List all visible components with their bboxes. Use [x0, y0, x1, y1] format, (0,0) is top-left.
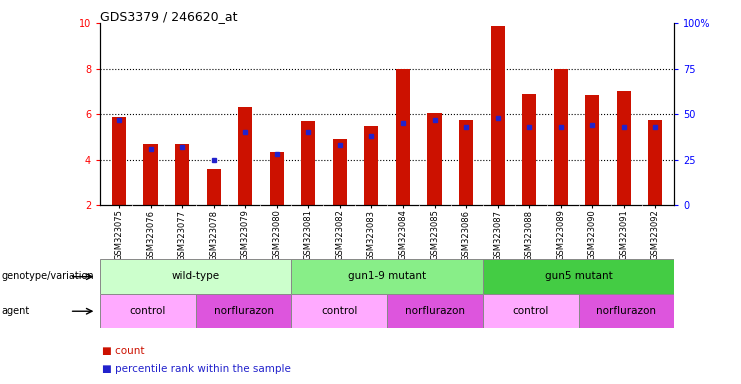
Bar [270, 152, 284, 205]
Bar [301, 121, 316, 205]
Bar [291, 294, 387, 328]
Bar [291, 259, 483, 294]
Bar [648, 120, 662, 205]
Text: gun5 mutant: gun5 mutant [545, 271, 613, 281]
Text: genotype/variation: genotype/variation [1, 271, 94, 281]
Bar [483, 259, 674, 294]
Bar [196, 294, 291, 328]
Text: control: control [513, 306, 549, 316]
Text: norflurazon: norflurazon [405, 306, 465, 316]
Bar [428, 113, 442, 205]
Text: norflurazon: norflurazon [597, 306, 657, 316]
Bar [100, 259, 291, 294]
Bar [617, 91, 631, 205]
Text: control: control [130, 306, 166, 316]
Bar [483, 294, 579, 328]
Text: ■ percentile rank within the sample: ■ percentile rank within the sample [102, 364, 290, 374]
Text: ■ count: ■ count [102, 346, 144, 356]
Bar [459, 120, 473, 205]
Bar [365, 126, 379, 205]
Text: norflurazon: norflurazon [213, 306, 273, 316]
Text: agent: agent [1, 306, 30, 316]
Bar [491, 26, 505, 205]
Bar [388, 294, 483, 328]
Bar [396, 69, 410, 205]
Text: gun1-9 mutant: gun1-9 mutant [348, 271, 426, 281]
Text: wild-type: wild-type [172, 271, 220, 281]
Bar [579, 294, 674, 328]
Bar [333, 139, 347, 205]
Text: control: control [321, 306, 357, 316]
Bar [112, 116, 126, 205]
Bar [144, 144, 158, 205]
Bar [100, 294, 196, 328]
Bar [554, 69, 568, 205]
Text: GDS3379 / 246620_at: GDS3379 / 246620_at [100, 10, 238, 23]
Bar [175, 144, 189, 205]
Bar [207, 169, 221, 205]
Bar [585, 95, 599, 205]
Bar [522, 94, 536, 205]
Bar [238, 108, 252, 205]
